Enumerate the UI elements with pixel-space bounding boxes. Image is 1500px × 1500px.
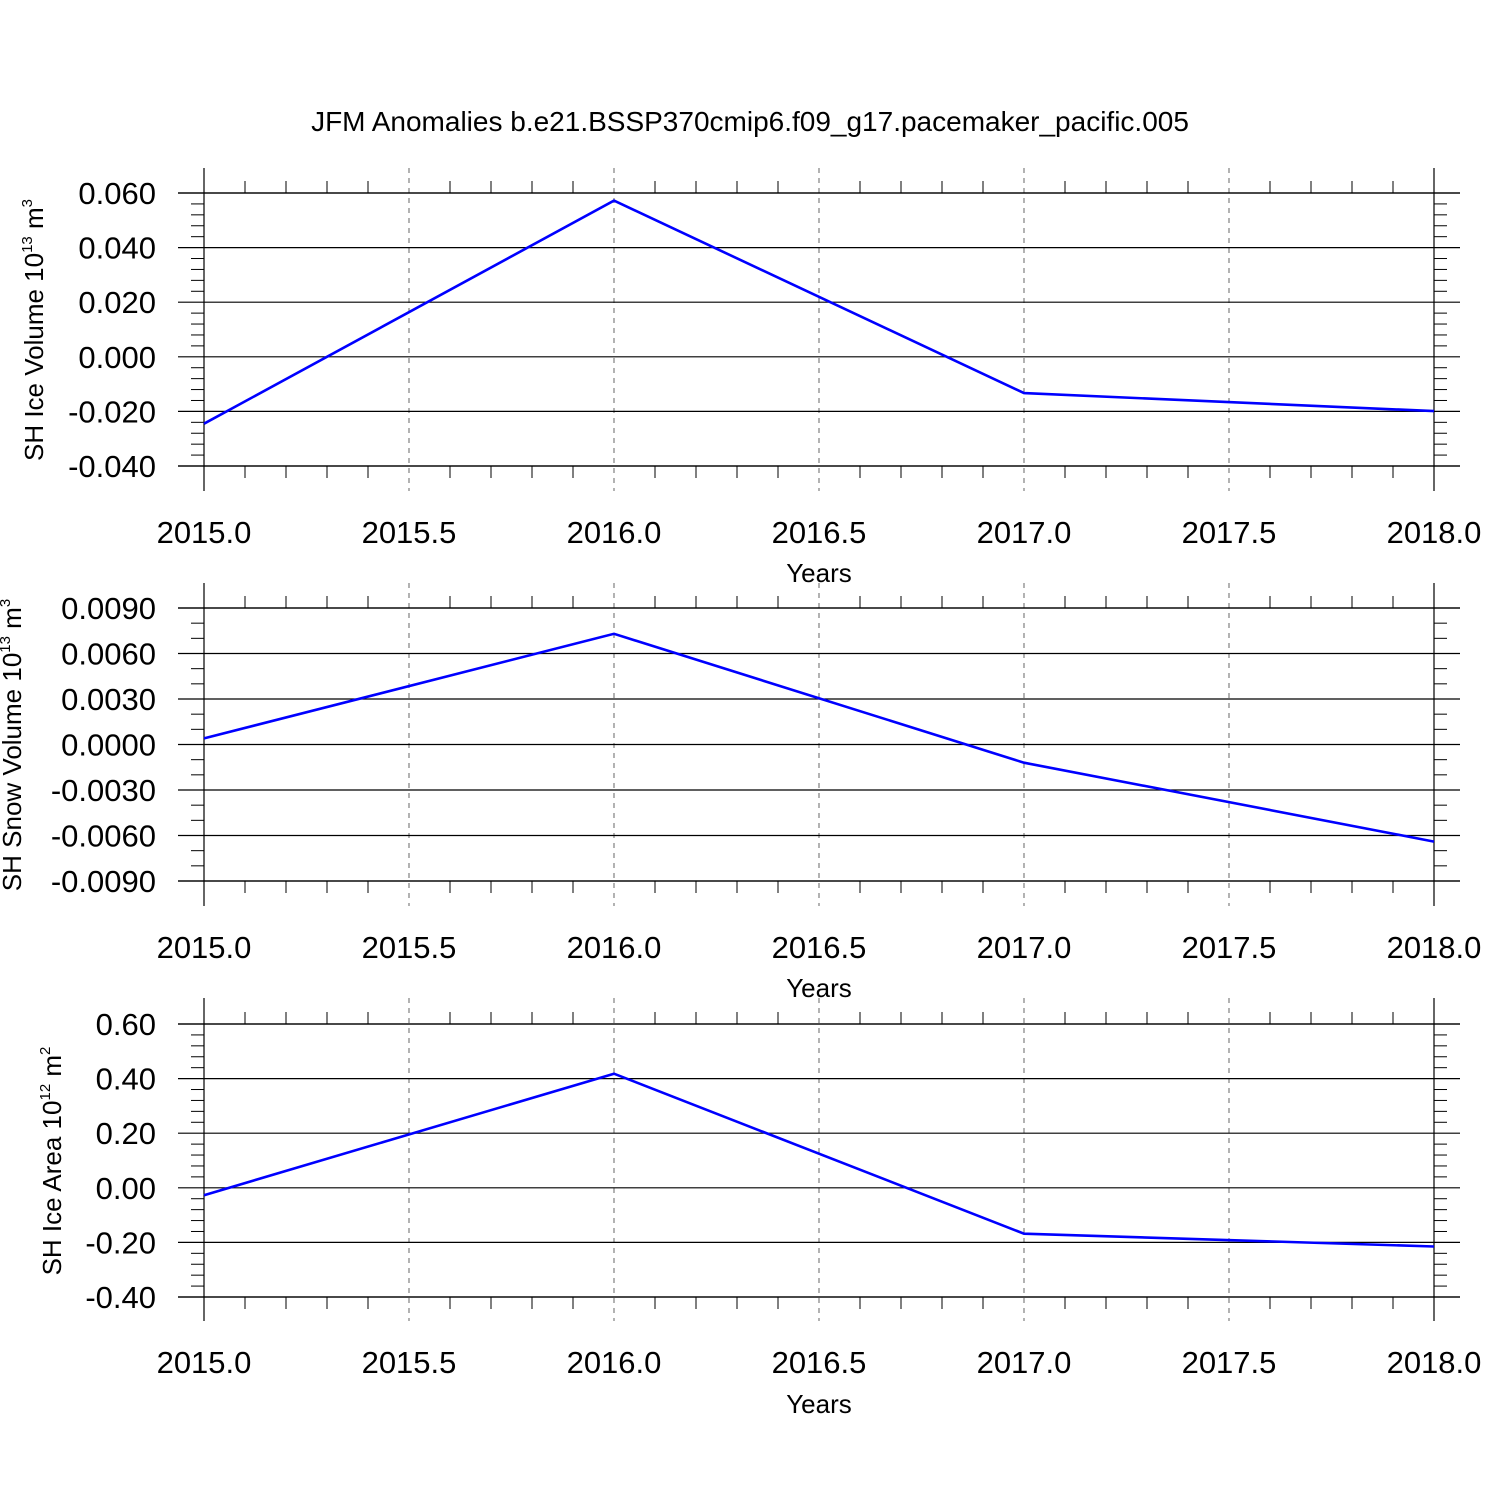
- y-tick-label: 0.020: [78, 285, 156, 320]
- y-axis-title-exponent: 13: [0, 636, 14, 653]
- x-tick-label: 2015.0: [157, 930, 252, 965]
- y-tick-label: -0.040: [68, 449, 156, 484]
- y-axis-title-unit: m: [0, 607, 27, 636]
- x-tick-label: 2017.0: [977, 515, 1072, 550]
- y-axis-title: SH Ice Volume 1013 m3: [19, 199, 49, 461]
- y-tick-label: 0.000: [78, 340, 156, 375]
- y-tick-label: 0.00: [96, 1171, 156, 1206]
- y-tick-label: -0.020: [68, 394, 156, 429]
- series-line: [203, 632, 1435, 843]
- y-axis-title-exponent: 13: [19, 236, 36, 253]
- y-axis-title-unit: m: [19, 207, 49, 236]
- x-tick-label: 2017.5: [1182, 1345, 1277, 1380]
- x-tick-label: 2016.0: [567, 930, 662, 965]
- y-tick-label: 0.0030: [61, 682, 156, 717]
- y-tick-label: 0.40: [96, 1062, 156, 1097]
- panels: 2015.0 2015.5 2016.0 2016.5 2017.0 2017.5 2018…: [0, 168, 1481, 1419]
- x-tick-label: 2016.0: [567, 515, 662, 550]
- x-tick-label: 2015.5: [362, 1345, 457, 1380]
- x-tick-label: 2017.5: [1182, 515, 1277, 550]
- x-tick-label: 2017.5: [1182, 930, 1277, 965]
- x-tick-label: 2015.0: [157, 515, 252, 550]
- x-tick-label: 2017.0: [977, 930, 1072, 965]
- x-tick-label: 2016.5: [772, 930, 867, 965]
- y-tick-label: 0.0060: [61, 637, 156, 672]
- x-tick-label: 2015.5: [362, 930, 457, 965]
- y-axis-title-main: SH Ice Volume 10: [19, 253, 49, 461]
- x-tick-label: 2018.0: [1387, 930, 1482, 965]
- x-tick-label: 2016.5: [772, 515, 867, 550]
- y-axis-title: SH Snow Volume 1013 m3: [0, 599, 27, 891]
- x-tick-label: 2015.5: [362, 515, 457, 550]
- y-tick-label: 0.20: [96, 1116, 156, 1151]
- y-axis-title-unit-exponent: 2: [37, 1047, 54, 1055]
- y-tick-label: 0.060: [78, 176, 156, 211]
- x-tick-label: 2018.0: [1387, 515, 1482, 550]
- y-tick-label: 0.0000: [61, 728, 156, 763]
- chart-panel-2: 2015.0 2015.5 2016.0 2016.5 2017.0 2017.5 2018…: [0, 583, 1481, 1003]
- y-axis-title-unit: m: [37, 1055, 67, 1084]
- y-tick-label: 0.040: [78, 231, 156, 266]
- y-axis-title-unit-exponent: 3: [19, 199, 36, 207]
- y-tick-label: 0.60: [96, 1007, 156, 1042]
- y-axis-title-exponent: 12: [37, 1084, 54, 1101]
- y-tick-label: -0.0060: [51, 819, 156, 854]
- y-tick-label: -0.0090: [51, 864, 156, 899]
- x-tick-label: 2016.0: [567, 1345, 662, 1380]
- y-tick-label: -0.0030: [51, 773, 156, 808]
- x-tick-label: 2016.5: [772, 1345, 867, 1380]
- x-tick-label: 2018.0: [1387, 1345, 1482, 1380]
- x-tick-label: 2015.0: [157, 1345, 252, 1380]
- x-axis-title: Years: [786, 1389, 852, 1419]
- chart-panel-3: 2015.0 2015.5 2016.0 2016.5 2017.0 2017.5 2018…: [37, 998, 1481, 1419]
- y-axis-title-unit-exponent: 3: [0, 599, 14, 607]
- y-axis-title: SH Ice Area 1012 m2: [37, 1047, 67, 1276]
- chart-panel-1: 2015.0 2015.5 2016.0 2016.5 2017.0 2017.5 2018…: [19, 168, 1481, 588]
- y-axis-title-main: SH Ice Area 10: [37, 1101, 67, 1276]
- series-line: [203, 199, 1435, 425]
- x-tick-label: 2017.0: [977, 1345, 1072, 1380]
- series-line: [203, 1072, 1435, 1248]
- figure-title: JFM Anomalies b.e21.BSSP370cmip6.f09_g17…: [311, 106, 1189, 137]
- y-tick-label: 0.0090: [61, 591, 156, 626]
- y-axis-title-main: SH Snow Volume 10: [0, 653, 27, 891]
- y-tick-label: -0.40: [85, 1280, 156, 1315]
- y-tick-label: -0.20: [85, 1225, 156, 1260]
